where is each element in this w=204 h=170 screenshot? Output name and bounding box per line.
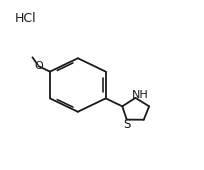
Text: S: S bbox=[123, 118, 130, 131]
Text: O: O bbox=[34, 61, 43, 71]
Text: NH: NH bbox=[132, 90, 148, 100]
Text: HCl: HCl bbox=[15, 12, 36, 25]
